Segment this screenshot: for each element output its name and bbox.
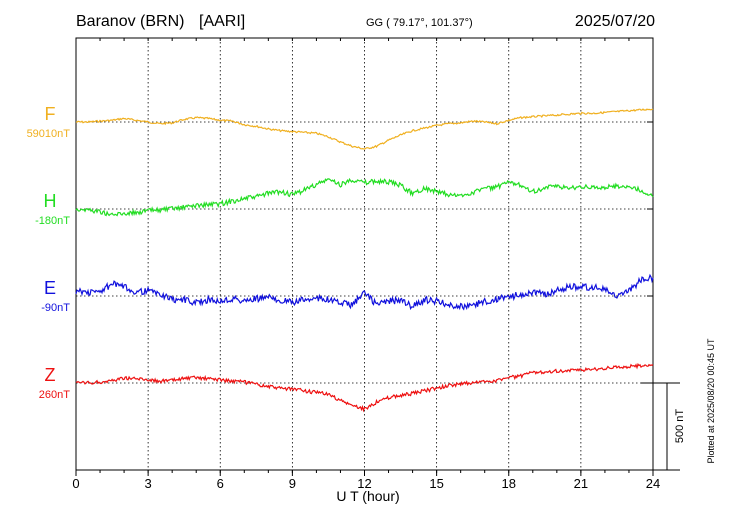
x-tick-label: 24 <box>646 476 660 491</box>
series-baseline-f: 59010nT <box>27 128 71 140</box>
network-label: [AARI] <box>199 13 245 30</box>
axis-ticks: 0 3 6 9 12 15 18 21 24 <box>72 38 660 491</box>
series-baseline-z: 260nT <box>39 389 70 401</box>
series-line-h <box>75 177 654 217</box>
x-tick-label: 6 <box>217 476 224 491</box>
geographic-coordinates: GG ( 79.17°, 101.37°) <box>366 17 473 29</box>
series-name-f: F <box>45 104 56 124</box>
date-label: 2025/07/20 <box>575 13 655 30</box>
series-lines <box>75 108 654 413</box>
series-baseline-e: -90nT <box>41 302 70 314</box>
x-tick-label: 9 <box>289 476 296 491</box>
x-tick-label: 21 <box>574 476 588 491</box>
series-name-z: Z <box>45 365 56 385</box>
grid-lines <box>76 38 653 470</box>
series-baseline-h: -180nT <box>35 215 70 227</box>
x-tick-label: 18 <box>502 476 516 491</box>
series-name-e: E <box>44 278 56 298</box>
series-name-h: H <box>44 191 57 211</box>
x-tick-label: 12 <box>357 476 371 491</box>
x-tick-label: 15 <box>429 476 443 491</box>
series-line-z <box>75 362 654 413</box>
x-axis-title: U T (hour) <box>336 488 399 504</box>
x-tick-label: 0 <box>72 476 79 491</box>
x-tick-label: 3 <box>145 476 152 491</box>
scale-bar-label: 500 nT <box>674 409 686 444</box>
plotted-timestamp: Plotted at 2025/08/20 00:45 UT <box>706 338 716 464</box>
scale-bar: 500 nT <box>641 382 686 471</box>
series-line-e <box>75 273 654 311</box>
series-labels: F 59010nT H -180nT E -90nT Z 260nT <box>27 104 71 401</box>
series-line-f <box>75 108 654 150</box>
station-title: Baranov (BRN) <box>76 13 184 30</box>
